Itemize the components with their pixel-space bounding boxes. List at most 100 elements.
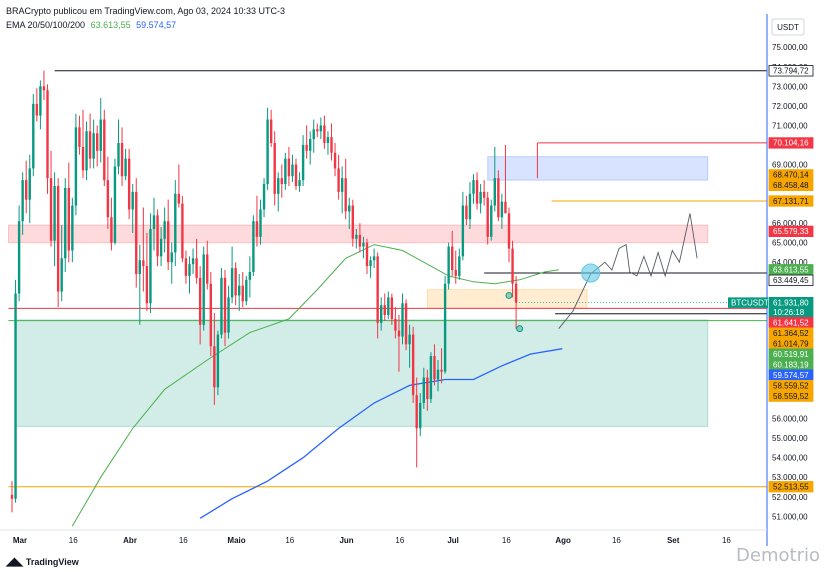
candle-46 xyxy=(174,180,177,267)
candle-body xyxy=(46,90,49,179)
candles-layer xyxy=(10,70,518,513)
candle-body xyxy=(404,303,408,345)
projection-path xyxy=(558,213,698,329)
candle-62 xyxy=(230,246,234,304)
currency-button[interactable]: USDT xyxy=(771,18,805,36)
candle-body xyxy=(220,277,223,335)
price-tag-label: 52.513,55 xyxy=(773,482,809,491)
price-tick-label: 69.000,00 xyxy=(772,161,808,170)
candle-45 xyxy=(170,242,173,284)
price-tick-label: 66.000,00 xyxy=(772,219,808,228)
candle-body xyxy=(188,264,191,276)
candle-23 xyxy=(92,119,95,169)
candle-body xyxy=(277,178,280,194)
price-tag-bg xyxy=(768,481,814,493)
candle-body xyxy=(486,197,489,237)
candle-body xyxy=(74,127,78,206)
chart-header: BRACrypto publicou em TradingView.com, A… xyxy=(6,4,285,32)
dot-marker-low xyxy=(516,325,524,333)
candle-body xyxy=(443,283,447,372)
price-tag-14: 59.574,57 xyxy=(768,369,814,381)
candle-body xyxy=(238,285,241,296)
candle-body xyxy=(358,234,362,247)
price-tag-label: 59.574,57 xyxy=(773,371,809,380)
candle-70 xyxy=(259,199,262,245)
zone-1 xyxy=(487,156,709,181)
price-tag-3: 68.458,48 xyxy=(768,179,814,192)
candle-130 xyxy=(472,174,475,204)
time-tick-label: 16 xyxy=(179,536,188,545)
candle-body xyxy=(252,221,255,272)
candle-2 xyxy=(17,205,21,302)
candle-104 xyxy=(380,297,383,331)
tradingview-footer[interactable]: ◢◣ TradingView xyxy=(6,555,79,568)
candle-58 xyxy=(216,330,220,396)
candle-body xyxy=(49,178,53,241)
candle-55 xyxy=(206,240,209,290)
candle-body xyxy=(323,125,326,143)
candle-body xyxy=(127,158,131,210)
candle-body xyxy=(301,144,305,181)
candle-body xyxy=(163,221,166,239)
candle-102 xyxy=(372,248,376,269)
candle-body xyxy=(92,133,95,159)
candle-121 xyxy=(440,348,443,384)
candle-body xyxy=(284,158,287,185)
price-tag-9: 61.641,52 xyxy=(768,317,814,329)
candle-body xyxy=(25,180,28,200)
candle-52 xyxy=(195,238,198,284)
candle-6 xyxy=(32,94,35,177)
price-tag-label: 68.458,48 xyxy=(773,181,809,190)
candle-95 xyxy=(348,197,351,229)
candle-114 xyxy=(415,377,418,468)
candle-88 xyxy=(323,115,326,149)
price-tag-bg xyxy=(768,179,814,192)
candle-body xyxy=(333,152,337,169)
candle-139 xyxy=(504,144,507,214)
symbol-tag-label: BTCUSDT xyxy=(731,298,769,307)
candle-0 xyxy=(10,481,14,513)
candle-body xyxy=(280,178,283,185)
candle-body xyxy=(451,246,454,271)
candle-body xyxy=(362,242,365,247)
candle-body xyxy=(365,242,369,267)
price-tag-bg xyxy=(768,65,814,77)
candle-body xyxy=(216,334,220,388)
time-tick-label: 16 xyxy=(612,536,621,545)
candle-body xyxy=(241,285,244,302)
price-tag-label: 60.183,19 xyxy=(773,360,809,369)
indicator-label: EMA 20/50/100/200 xyxy=(6,20,86,30)
candle-26 xyxy=(103,109,106,186)
candle-body xyxy=(262,184,266,210)
candle-body xyxy=(390,297,394,319)
price-tick-label: 55.000,00 xyxy=(772,434,808,443)
candle-25 xyxy=(99,98,102,163)
time-axis[interactable]: Mar 16 Abr 16 Maio 16 Jun 16 Jul 16 Ago 16 Set 16 xyxy=(13,536,732,545)
candle-body xyxy=(159,238,163,257)
candle-body xyxy=(85,131,88,171)
candle-22 xyxy=(88,113,92,169)
candle-29 xyxy=(113,158,117,245)
candle-122 xyxy=(443,275,447,374)
candle-body xyxy=(326,137,330,143)
candle-138 xyxy=(500,193,504,229)
candle-132 xyxy=(479,184,482,214)
candle-91 xyxy=(333,143,337,177)
candle-body xyxy=(411,334,415,396)
candle-body xyxy=(394,318,397,331)
candle-129 xyxy=(468,182,472,229)
candle-131 xyxy=(475,172,479,210)
price-tick-label: 53.000,00 xyxy=(772,473,808,482)
candle-101 xyxy=(369,256,372,278)
price-tag-label: 73.794,72 xyxy=(773,67,809,76)
candle-body xyxy=(227,297,230,333)
candle-108 xyxy=(394,307,397,339)
candle-body xyxy=(422,377,425,403)
candle-79 xyxy=(291,154,294,183)
price-tag-bg xyxy=(768,274,814,286)
candle-111 xyxy=(404,299,408,351)
indicator-legend[interactable]: EMA 20/50/100/200 63.613,55 59.574,57 xyxy=(6,18,285,32)
candle-133 xyxy=(482,180,486,206)
time-tick-label: Jul xyxy=(447,536,459,545)
